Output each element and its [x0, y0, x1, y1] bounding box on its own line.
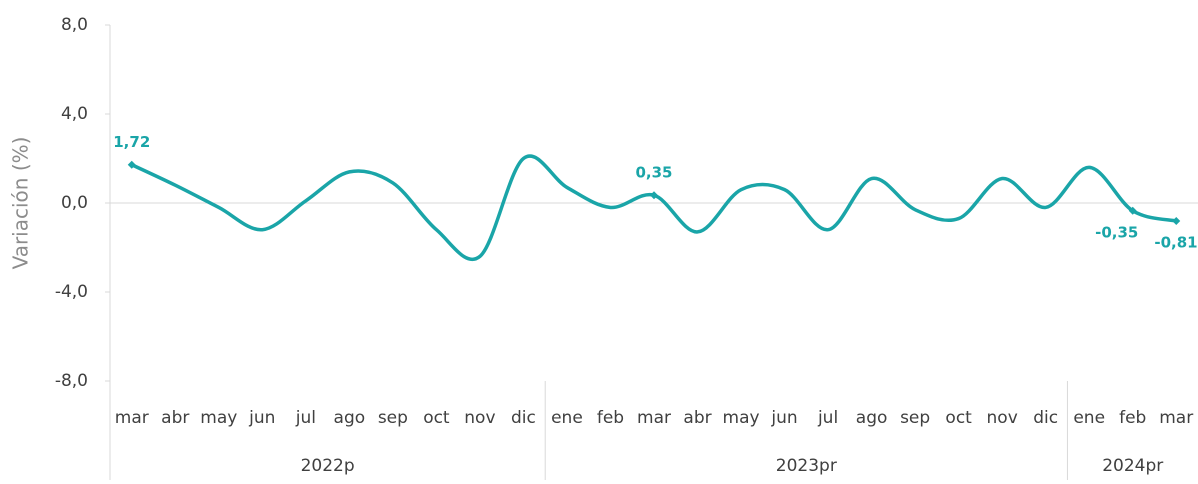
x-tick-label: feb [597, 408, 624, 428]
data-label: 0,35 [635, 164, 672, 182]
point-marker [650, 191, 658, 200]
point-marker [127, 160, 136, 169]
x-tick-label: ene [551, 408, 583, 428]
x-tick-label: nov [987, 408, 1018, 428]
y-tick-label: 8,0 [61, 15, 88, 35]
data-label: -0,81 [1154, 234, 1197, 252]
group-label: 2023pr [776, 456, 837, 476]
group-label: 2024pr [1102, 456, 1163, 476]
x-tick-label: mar [115, 408, 149, 428]
data-label: 1,72 [113, 133, 150, 151]
y-tick-label: -8,0 [55, 371, 88, 391]
y-tick-label: 4,0 [61, 104, 88, 124]
x-tick-label: may [200, 408, 237, 428]
x-tick-label: feb [1119, 408, 1146, 428]
point-marker [1172, 217, 1181, 226]
point-marker [1128, 206, 1137, 215]
x-tick-label: ago [856, 408, 888, 428]
data-label: -0,35 [1095, 223, 1138, 241]
y-tick-label: -4,0 [55, 282, 88, 302]
x-tick-label: dic [1033, 408, 1058, 428]
x-tick-label: may [723, 408, 760, 428]
group-label: 2022p [301, 456, 355, 476]
x-tick-label: sep [900, 408, 930, 428]
x-tick-label: mar [1159, 408, 1193, 428]
x-tick-label: jul [295, 408, 316, 428]
x-tick-label: nov [464, 408, 495, 428]
y-axis-title: Variación (%) [9, 137, 33, 270]
x-tick-label: ago [334, 408, 366, 428]
x-tick-label: oct [945, 408, 972, 428]
x-tick-label: dic [511, 408, 536, 428]
x-tick-label: jun [770, 408, 797, 428]
x-tick-label: oct [423, 408, 450, 428]
y-tick-label: 0,0 [61, 193, 88, 213]
x-tick-label: jun [248, 408, 275, 428]
x-tick-label: mar [637, 408, 671, 428]
x-tick-label: sep [378, 408, 408, 428]
x-tick-label: abr [683, 408, 711, 428]
x-tick-label: jul [817, 408, 838, 428]
x-tick-label: abr [161, 408, 189, 428]
x-tick-label: ene [1073, 408, 1105, 428]
